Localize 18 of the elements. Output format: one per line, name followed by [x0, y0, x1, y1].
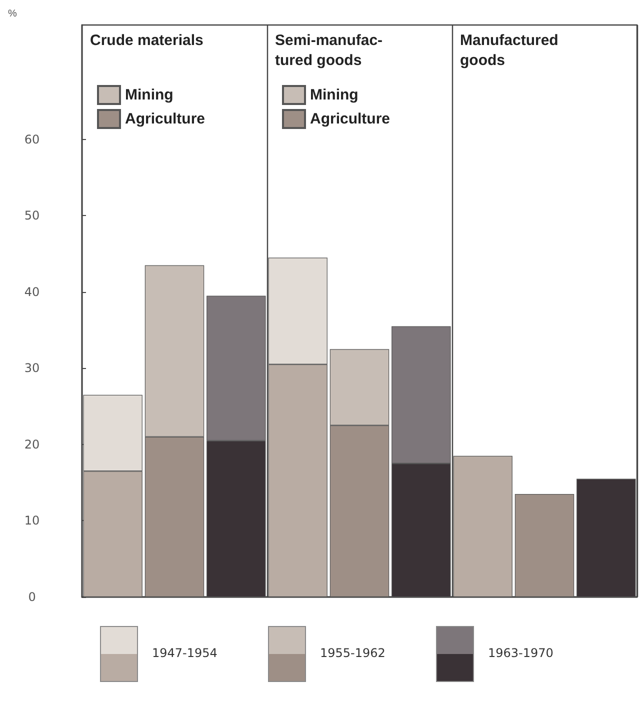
text: 1963-1970	[488, 646, 554, 660]
y-tick-label: 60	[24, 132, 40, 146]
y-tick-label: 50	[24, 208, 40, 223]
legend-label: Mining	[125, 86, 174, 104]
y-tick-label: 40	[24, 284, 40, 299]
y-tick-label: 30	[24, 361, 40, 376]
y-tick-label: 0	[28, 590, 36, 604]
text: 1947-1954	[152, 646, 218, 660]
text: Mining	[310, 86, 358, 104]
annotation: Manufactured goods	[460, 31, 558, 71]
text: Agriculture	[310, 110, 390, 128]
y-tick-label: 10	[24, 514, 40, 528]
y-axis-title: %	[8, 8, 17, 20]
annotation: Semi-manufac- tured goods	[275, 31, 383, 71]
y-tick-label: 20	[24, 437, 40, 452]
text: 1955-1962	[320, 646, 386, 660]
annotation: Crude materials	[90, 31, 204, 51]
legend-label: Agriculture	[125, 110, 206, 128]
